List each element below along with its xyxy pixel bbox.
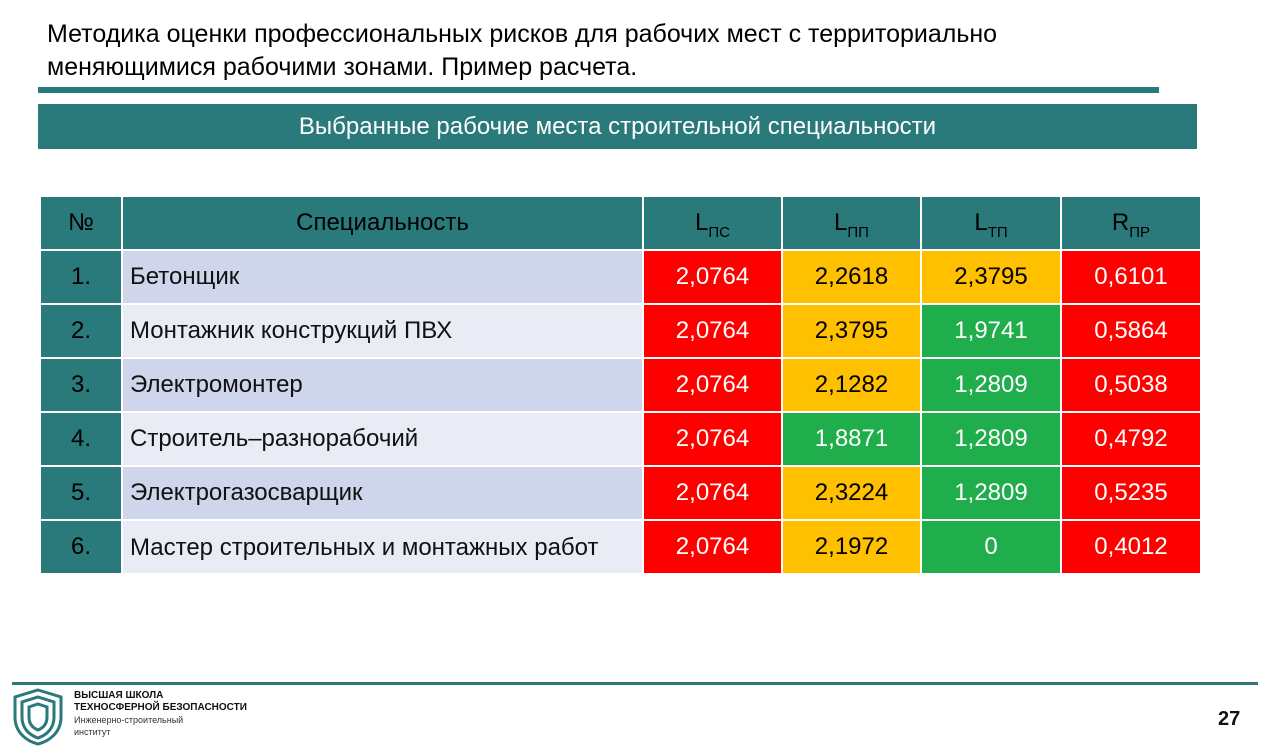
cell-lps: 2,0764: [642, 519, 783, 575]
cell-lpp: 2,1282: [781, 357, 922, 413]
header-lpp: LПП: [781, 195, 922, 251]
row-specialty: Строитель–разнорабочий: [121, 411, 644, 467]
cell-ltp: 1,2809: [920, 357, 1062, 413]
row-number: 3.: [39, 357, 123, 413]
cell-lps: 2,0764: [642, 303, 783, 359]
table-row: 5. Электрогазосварщик 2,0764 2,3224 1,28…: [39, 465, 1202, 521]
cell-ltp: 1,9741: [920, 303, 1062, 359]
table-row: 2. Монтажник конструкций ПВХ 2,0764 2,37…: [39, 303, 1202, 359]
header-specialty: Специальность: [121, 195, 644, 251]
row-specialty: Электрогазосварщик: [121, 465, 644, 521]
row-specialty: Монтажник конструкций ПВХ: [121, 303, 644, 359]
row-specialty: Мастер строительных и монтажных работ: [121, 519, 644, 575]
cell-rpr: 0,4012: [1060, 519, 1202, 575]
row-number: 5.: [39, 465, 123, 521]
cell-lpp: 2,3224: [781, 465, 922, 521]
header-number: №: [39, 195, 123, 251]
cell-ltp: 1,2809: [920, 465, 1062, 521]
cell-rpr: 0,4792: [1060, 411, 1202, 467]
slide-title-line-2: меняющимися рабочими зонами. Пример расч…: [47, 53, 638, 81]
org-line-1: ВЫСШАЯ ШКОЛА: [74, 690, 164, 701]
cell-rpr: 0,5235: [1060, 465, 1202, 521]
cell-lpp: 2,1972: [781, 519, 922, 575]
title-divider: [38, 87, 1159, 93]
cell-rpr: 0,5038: [1060, 357, 1202, 413]
header-ltp: LТП: [920, 195, 1062, 251]
section-banner: Выбранные рабочие места строительной спе…: [38, 104, 1197, 149]
cell-lps: 2,0764: [642, 249, 783, 305]
cell-lps: 2,0764: [642, 411, 783, 467]
table-row: 4. Строитель–разнорабочий 2,0764 1,8871 …: [39, 411, 1202, 467]
table-row: 6. Мастер строительных и монтажных работ…: [39, 519, 1202, 575]
cell-lps: 2,0764: [642, 465, 783, 521]
row-number: 4.: [39, 411, 123, 467]
table-row: 1. Бетонщик 2,0764 2,2618 2,3795 0,6101: [39, 249, 1202, 305]
cell-lpp: 1,8871: [781, 411, 922, 467]
cell-ltp: 0: [920, 519, 1062, 575]
header-rpr: RПР: [1060, 195, 1202, 251]
organization-name: ВЫСШАЯ ШКОЛА ТЕХНОСФЕРНОЙ БЕЗОПАСНОСТИ И…: [74, 690, 247, 738]
cell-rpr: 0,5864: [1060, 303, 1202, 359]
cell-rpr: 0,6101: [1060, 249, 1202, 305]
row-number: 2.: [39, 303, 123, 359]
risk-table: № Специальность LПС LПП LТП RПР 1. Бетон…: [39, 195, 1202, 575]
cell-lpp: 2,2618: [781, 249, 922, 305]
row-specialty: Бетонщик: [121, 249, 644, 305]
cell-lps: 2,0764: [642, 357, 783, 413]
slide-title-line-1: Методика оценки профессиональных рисков …: [47, 20, 998, 48]
cell-ltp: 1,2809: [920, 411, 1062, 467]
org-line-3: Инженерно-строительный: [74, 715, 184, 725]
cell-lpp: 2,3795: [781, 303, 922, 359]
row-number: 1.: [39, 249, 123, 305]
row-specialty: Электромонтер: [121, 357, 644, 413]
page-number: 27: [1218, 708, 1241, 730]
org-line-4: институт: [74, 727, 111, 737]
cell-ltp: 2,3795: [920, 249, 1062, 305]
footer-divider: [12, 682, 1258, 685]
table-header-row: № Специальность LПС LПП LТП RПР: [39, 195, 1202, 251]
slide-title: Методика оценки профессиональных рисков …: [47, 18, 1197, 84]
header-lps: LПС: [642, 195, 783, 251]
shield-icon: [13, 688, 63, 746]
row-number: 6.: [39, 519, 123, 575]
table-row: 3. Электромонтер 2,0764 2,1282 1,2809 0,…: [39, 357, 1202, 413]
org-line-2: ТЕХНОСФЕРНОЙ БЕЗОПАСНОСТИ: [74, 702, 247, 713]
